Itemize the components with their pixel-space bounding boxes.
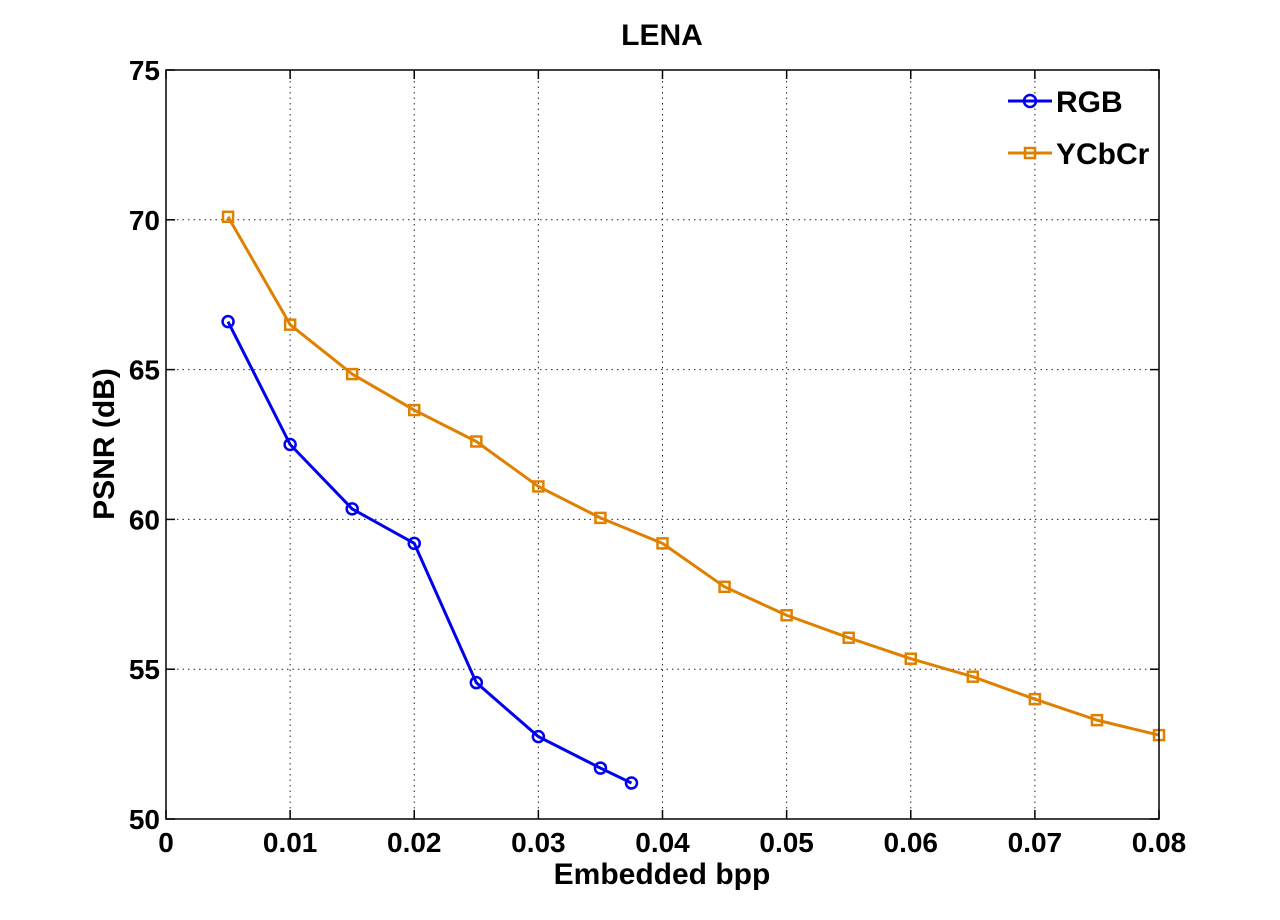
data-point-ycbcr [345,367,359,381]
data-point-rgb [221,314,235,329]
y-tick-label: 75 [129,55,160,86]
data-point-ycbcr [904,652,917,665]
data-point-ycbcr [656,537,669,550]
data-point-rgb [283,437,297,452]
tick-labels: 0 0.01 0.02 0.03 0.04 0.05 0.06 0.07 0.08 50 55 60 6… [129,55,1186,858]
data-point-ycbcr [842,631,855,644]
y-tick-label: 65 [129,355,160,386]
data-point-rgb [624,776,639,790]
x-tick-label: 0.05 [759,827,814,858]
series-rgb [221,314,639,790]
data-point-ycbcr [408,403,421,417]
x-tick-label: 0.02 [387,827,442,858]
data-point-rgb [531,729,546,744]
series-layer [221,210,1166,790]
data-point-ycbcr [594,511,607,525]
data-point-rgb [593,761,608,775]
y-axis-label: PSNR (dB) [88,368,121,520]
data-point-ycbcr [1090,713,1104,727]
y-tick-label: 50 [129,804,160,835]
chart-title: LENA [621,19,703,52]
x-tick-label: 0.03 [511,827,566,858]
data-point-ycbcr [283,318,297,331]
y-tick-label: 60 [129,504,160,535]
x-tick-label: 0.07 [1008,827,1063,858]
data-point-rgb [407,536,421,551]
y-tick-label: 55 [129,654,160,685]
x-tick-label: 0 [158,827,174,858]
data-point-ycbcr [780,609,793,622]
x-axis-label: Embedded bpp [554,858,771,891]
data-point-ycbcr [221,210,235,224]
data-point-ycbcr [1028,692,1042,706]
data-point-rgb [345,502,359,516]
data-point-ycbcr [966,670,980,683]
series-line-ycbcr [226,216,1160,737]
data-point-ycbcr [470,435,483,448]
x-tick-label: 0.08 [1132,827,1187,858]
y-tick-label: 70 [129,205,160,236]
legend-marker-rgb [1022,93,1038,109]
legend: RGB YCbCr [1008,86,1150,171]
x-tick-label: 0.06 [884,827,939,858]
x-tick-label: 0.01 [263,827,318,858]
x-tick-label: 0.04 [635,827,690,858]
ticks [165,69,1160,820]
legend-label-ycbcr: YCbCr [1056,138,1150,171]
legend-label-rgb: RGB [1056,86,1123,119]
data-point-ycbcr [718,580,731,594]
series-line-rgb [226,320,633,785]
data-point-rgb [469,675,484,690]
legend-marker-ycbcr [1023,146,1037,160]
data-point-ycbcr [532,480,545,493]
